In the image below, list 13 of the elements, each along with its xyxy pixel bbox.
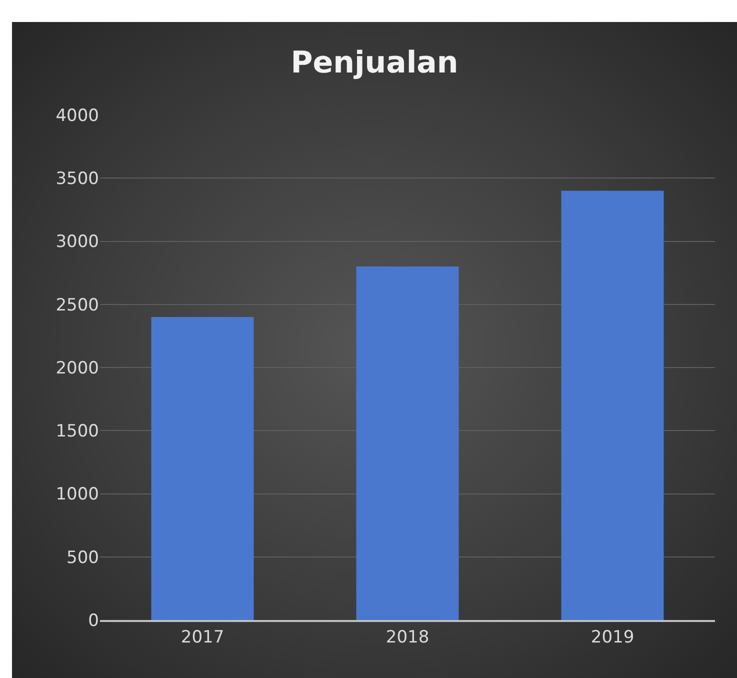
y-tick-label: 1500: [56, 422, 99, 442]
y-tick-label: 3500: [56, 169, 99, 190]
y-tick-label: 2500: [56, 295, 99, 316]
y-tick-label: 1000: [56, 484, 99, 505]
x-tick-label: 2018: [386, 627, 430, 648]
y-tick-label: 3000: [56, 232, 99, 252]
y-tick-label: 2000: [56, 358, 99, 378]
y-tick-label: 500: [66, 548, 99, 568]
y-tick-label: 0: [88, 610, 99, 631]
x-tick-label: 2017: [180, 627, 224, 648]
chart-title: Penjualan: [290, 46, 458, 81]
x-tick-label: 2019: [590, 627, 634, 648]
y-tick-label: 4000: [56, 106, 99, 126]
